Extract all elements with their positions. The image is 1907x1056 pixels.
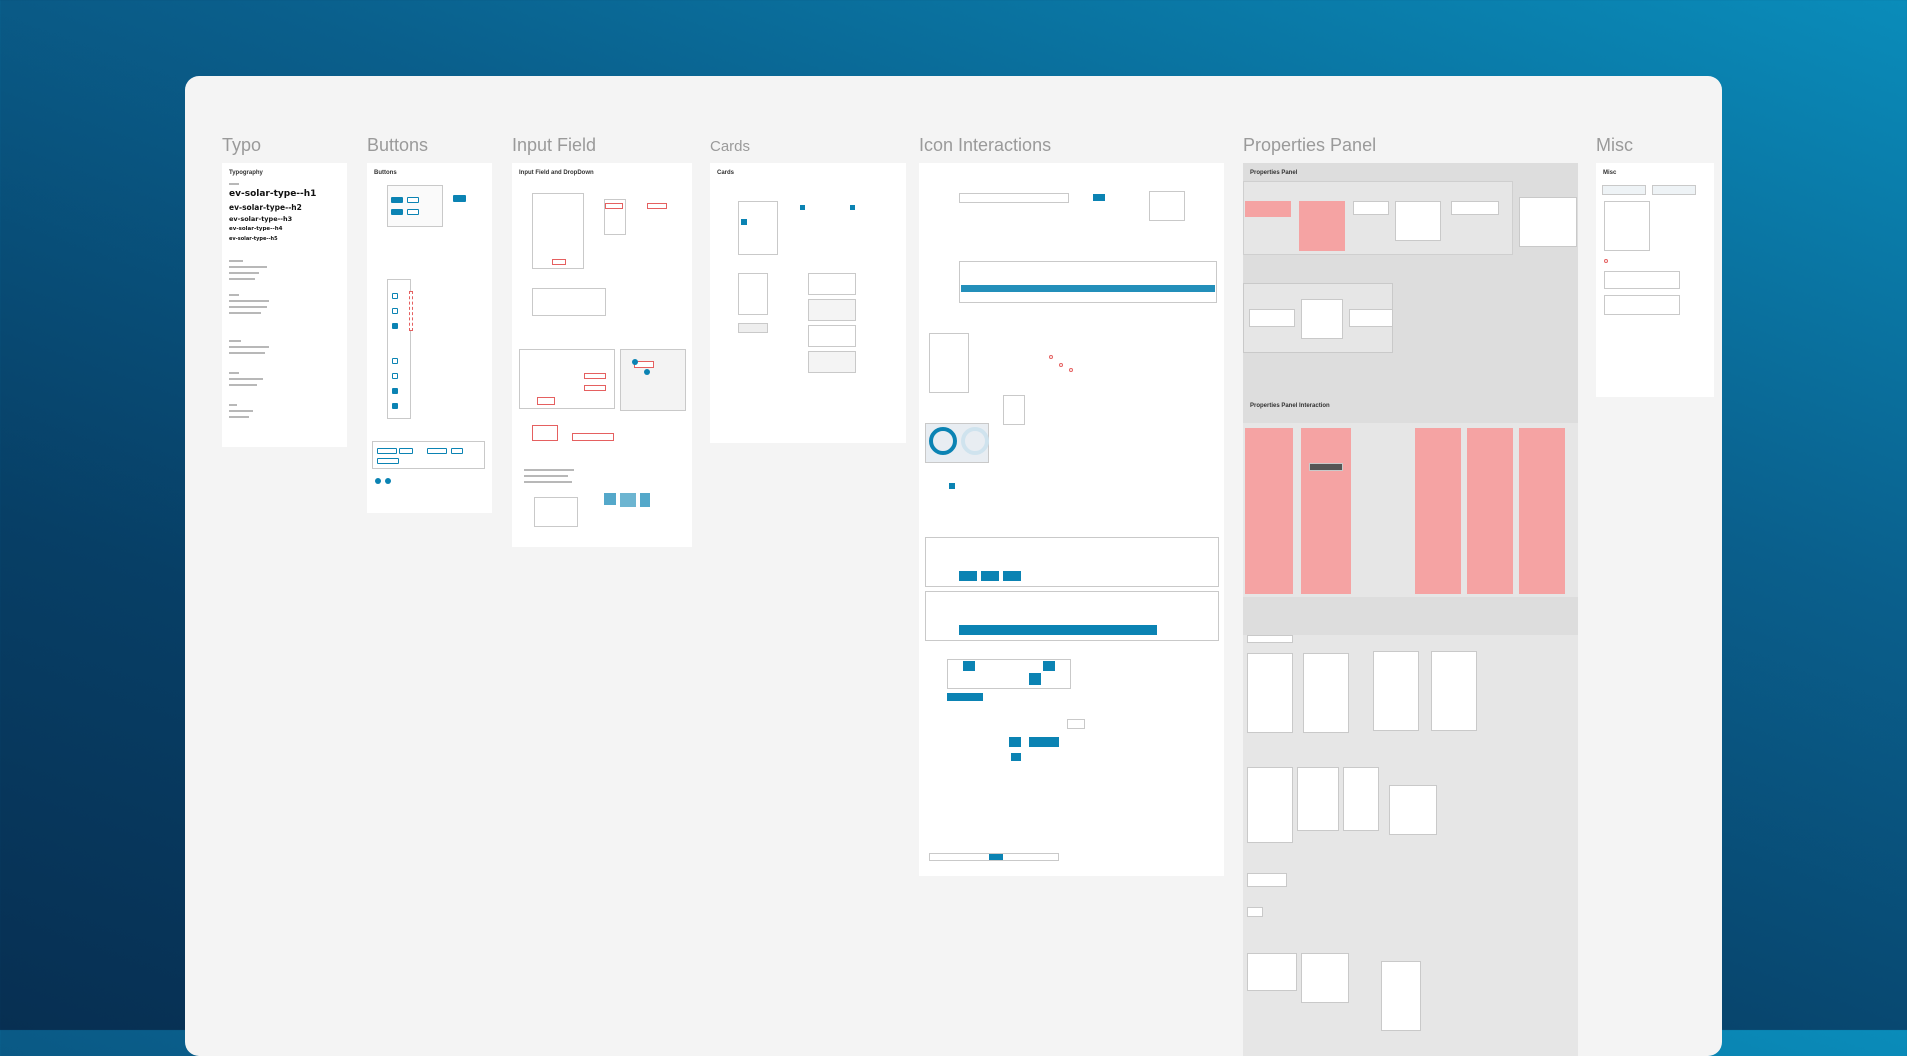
design-canvas[interactable]: Typo Buttons Input Field Cards Icon Inte…: [185, 76, 1722, 1056]
buttons-board[interactable]: Buttons: [367, 163, 492, 513]
frame-title-properties-panel[interactable]: Properties Panel: [1243, 135, 1377, 155]
typo-style-h3: ev-solar-type--h3: [229, 215, 293, 223]
input-field-board-title: Input Field and DropDown: [519, 170, 594, 176]
typo-style-h1: ev-solar-type--h1: [229, 189, 317, 199]
buttons-board-title: Buttons: [374, 170, 397, 176]
misc-board-title: Misc: [1603, 170, 1617, 176]
cards-board-title: Cards: [717, 170, 735, 176]
frame-title-input-field[interactable]: Input Field: [512, 135, 597, 155]
typo-board[interactable]: Typography ev-solar-type--h1 ev-solar-ty…: [222, 163, 347, 447]
properties-panel-board-title: Properties Panel: [1250, 170, 1298, 176]
cards-board[interactable]: Cards: [710, 163, 906, 443]
frame-title-buttons[interactable]: Buttons: [367, 135, 429, 155]
properties-panel-board[interactable]: Properties Panel Properties Panel Intera…: [1243, 163, 1578, 1056]
properties-panel-interaction-title: Properties Panel Interaction: [1250, 403, 1330, 409]
frame-title-misc[interactable]: Misc: [1596, 135, 1633, 155]
typo-style-h2: ev-solar-type--h2: [229, 203, 302, 212]
frame-title-icon-interactions[interactable]: Icon Interactions: [919, 135, 1052, 155]
input-field-board[interactable]: Input Field and DropDown: [512, 163, 692, 547]
typo-board-title: Typography: [229, 170, 263, 176]
frame-title-cards[interactable]: Cards: [710, 138, 751, 155]
typo-style-h5: ev-solar-type--h5: [229, 236, 278, 242]
misc-board[interactable]: Misc: [1596, 163, 1714, 397]
typo-style-h4: ev-solar-type--h4: [229, 226, 283, 232]
frame-title-typo[interactable]: Typo: [222, 135, 262, 155]
icon-interactions-board[interactable]: [919, 163, 1224, 876]
